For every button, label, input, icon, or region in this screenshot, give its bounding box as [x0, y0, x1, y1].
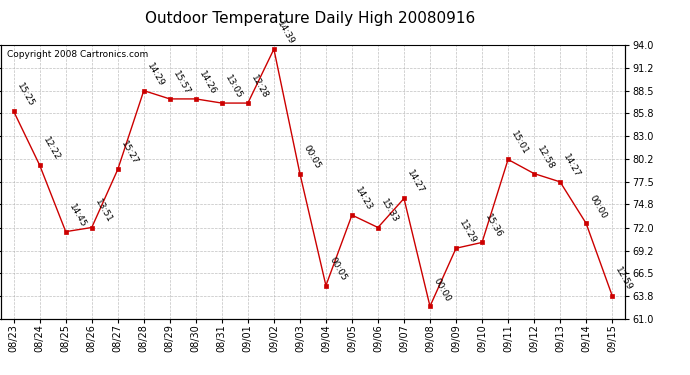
- Text: 00:05: 00:05: [302, 144, 322, 171]
- Text: 12:22: 12:22: [41, 136, 61, 162]
- Text: 12:28: 12:28: [249, 74, 270, 100]
- Text: 13:29: 13:29: [457, 219, 478, 246]
- Text: 00:00: 00:00: [587, 194, 608, 220]
- Text: Copyright 2008 Cartronics.com: Copyright 2008 Cartronics.com: [7, 51, 148, 60]
- Text: 12:58: 12:58: [535, 144, 556, 171]
- Text: 15:57: 15:57: [171, 69, 192, 96]
- Text: 00:00: 00:00: [431, 277, 452, 303]
- Text: 14:45: 14:45: [67, 202, 88, 229]
- Text: 14:26: 14:26: [197, 69, 218, 96]
- Text: 15:33: 15:33: [380, 198, 400, 225]
- Text: 14:27: 14:27: [562, 152, 582, 179]
- Text: 14:39: 14:39: [275, 20, 296, 46]
- Text: 14:29: 14:29: [145, 61, 166, 88]
- Text: 14:23: 14:23: [353, 186, 374, 212]
- Text: 13:51: 13:51: [93, 198, 114, 225]
- Text: 15:27: 15:27: [119, 140, 140, 166]
- Text: 12:59: 12:59: [613, 266, 634, 293]
- Text: 15:25: 15:25: [15, 82, 36, 109]
- Text: 15:01: 15:01: [509, 130, 530, 157]
- Text: 00:05: 00:05: [327, 256, 348, 283]
- Text: 13:05: 13:05: [224, 74, 244, 100]
- Text: 14:27: 14:27: [405, 169, 426, 196]
- Text: Outdoor Temperature Daily High 20080916: Outdoor Temperature Daily High 20080916: [146, 11, 475, 26]
- Text: 15:36: 15:36: [484, 213, 504, 240]
